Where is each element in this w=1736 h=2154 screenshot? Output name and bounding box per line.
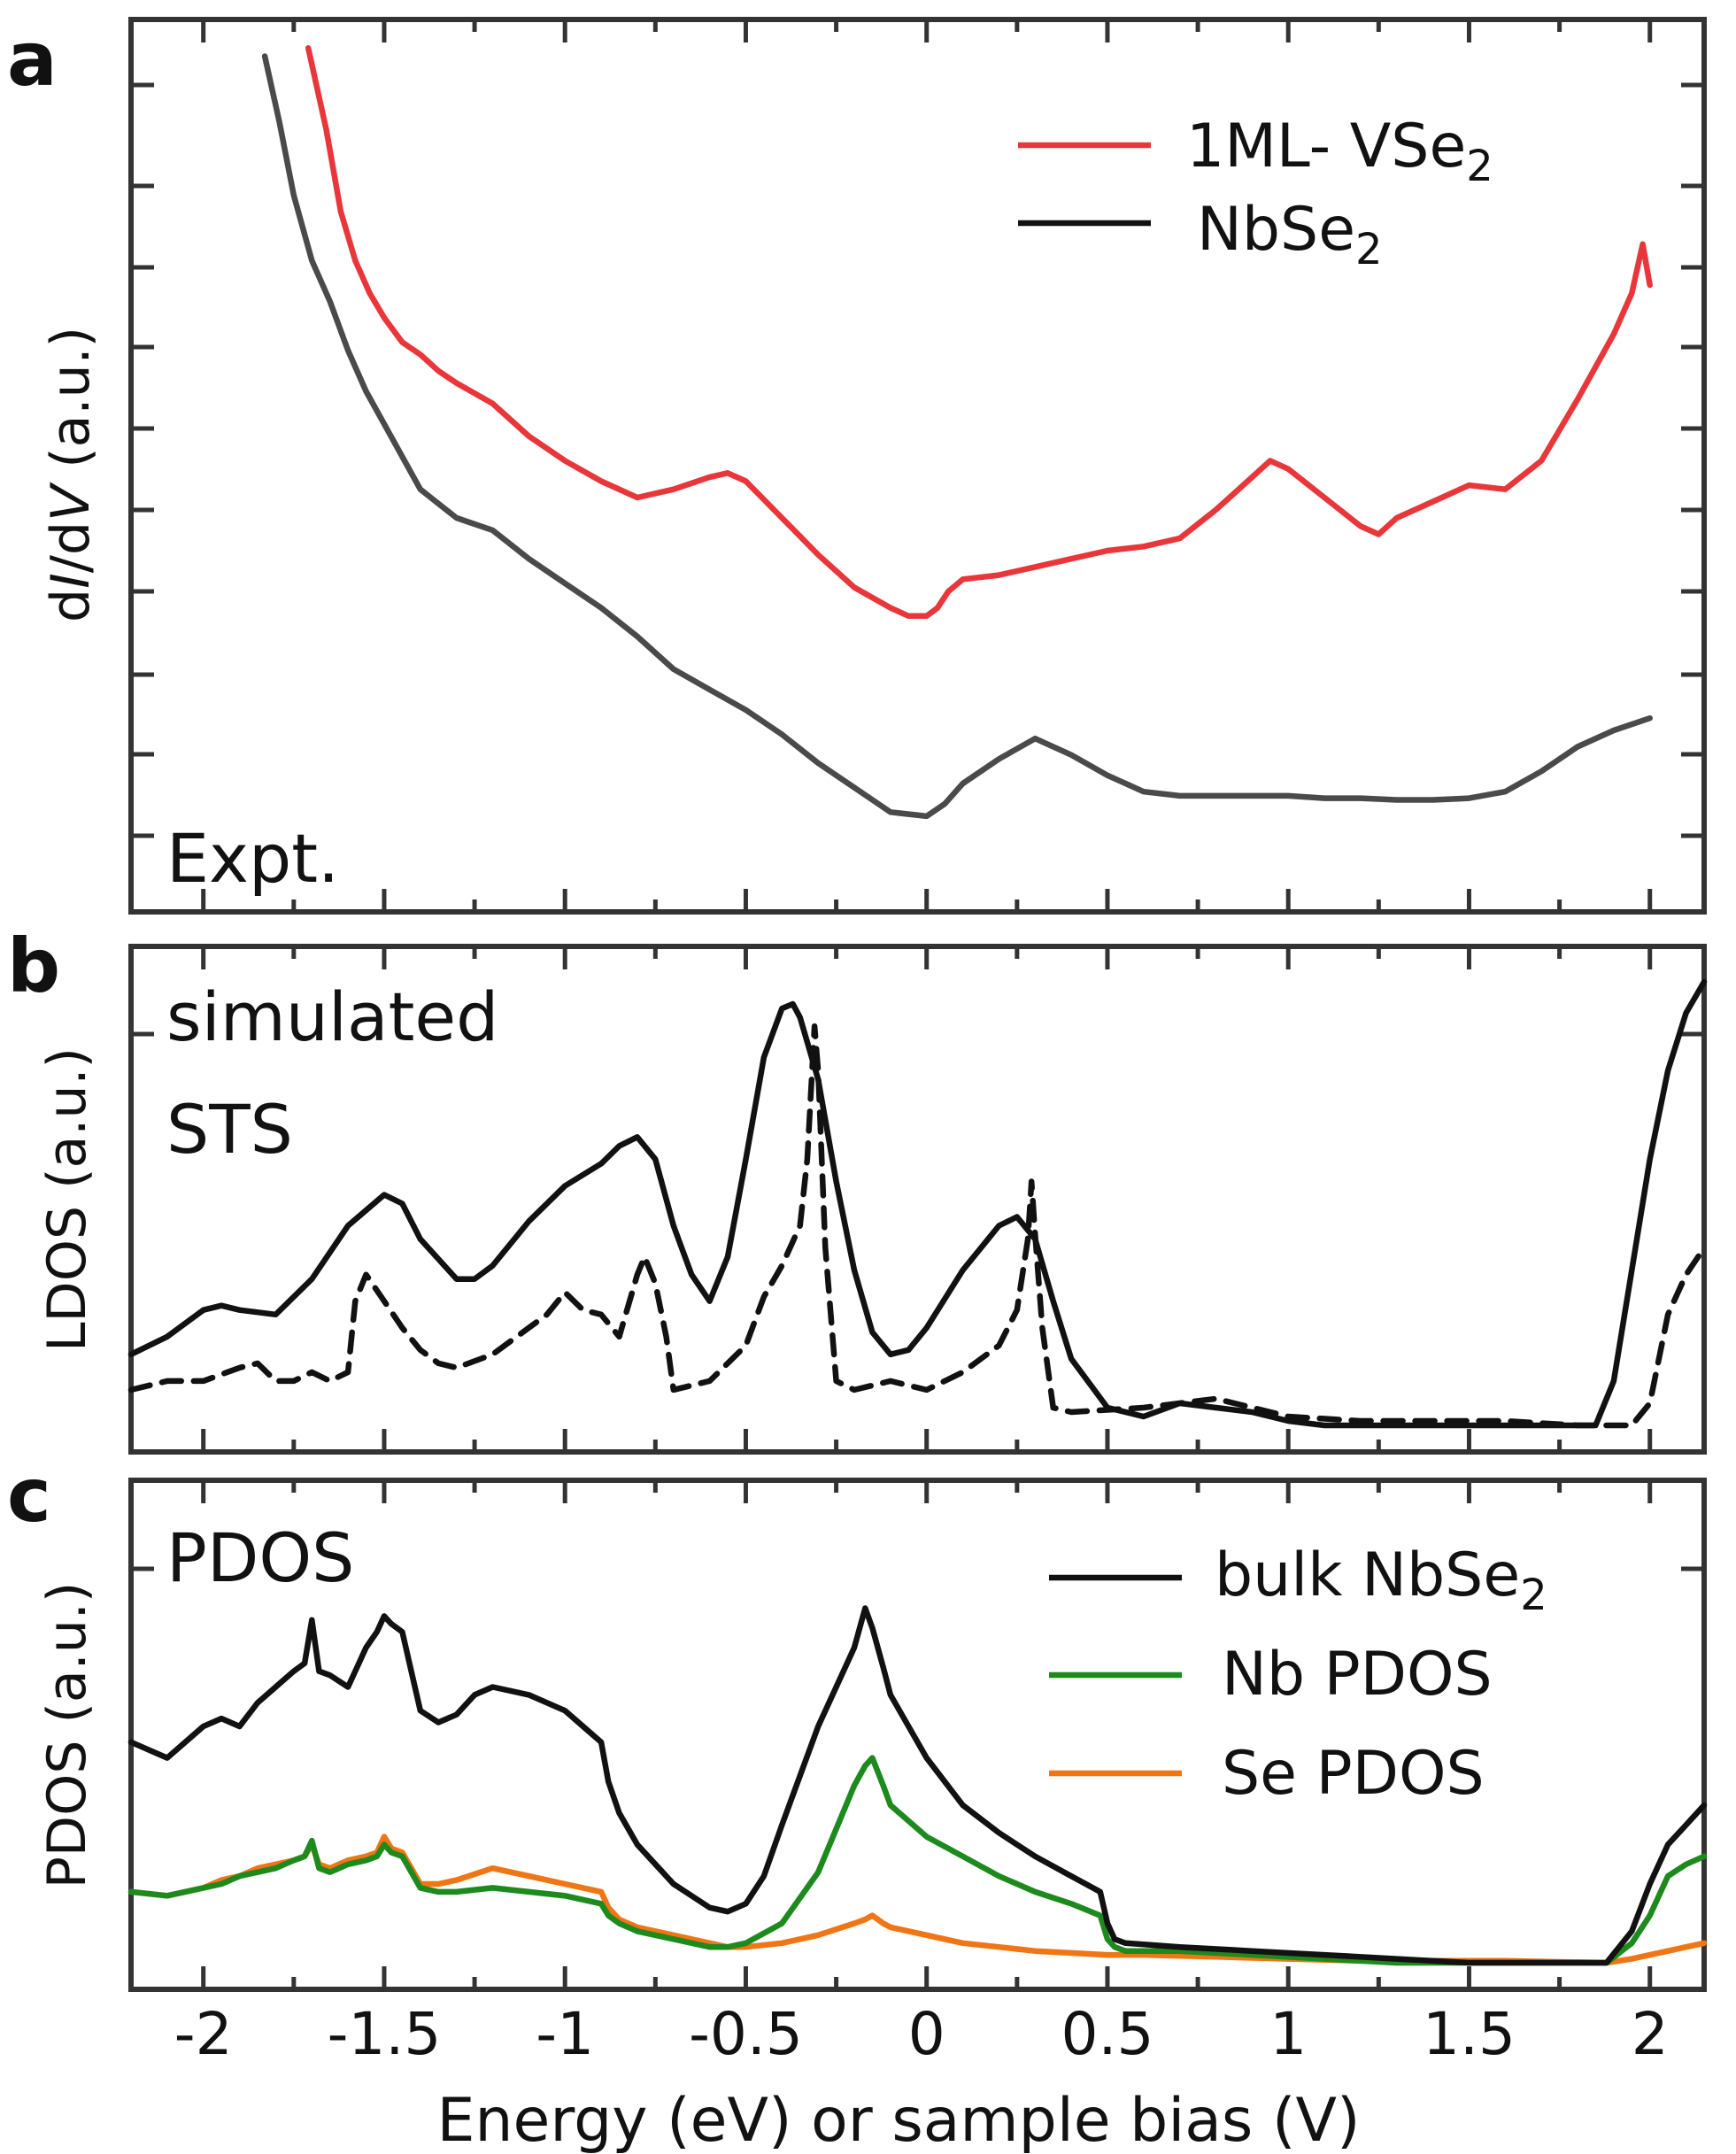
panel-a-frame (128, 17, 1707, 915)
x-tick-labels: -2 -1.5 -1 -0.5 0 0.5 1 1.5 2 (174, 2000, 1669, 2068)
x-tick-label: 0 (908, 2000, 945, 2068)
panel-b-plot-area (127, 978, 1708, 1429)
x-tick-label: -1.5 (328, 2000, 442, 2068)
x-tick-label: 0.5 (1061, 2000, 1153, 2068)
panel-c-ticks (131, 1480, 1704, 1989)
legend-label-vse2-sub: 2 (1466, 142, 1493, 191)
legend-label-nbse2: NbSe2 (1197, 195, 1383, 274)
x-tick-label: -2 (174, 2000, 233, 2068)
series-line-a-1 (261, 53, 1653, 820)
legend-label-vse2: 1ML- VSe2 (1186, 112, 1493, 191)
panel-c-legend: bulk NbSe2 Nb PDOS Se PDOS (1049, 1540, 1547, 1809)
panel-a-ticks (131, 19, 1704, 912)
ylabel-V: V (40, 482, 102, 521)
legend-label-nbse2-sub: 2 (1355, 225, 1383, 274)
x-tick-label: -0.5 (689, 2000, 803, 2068)
panel-b-y-axis-label: LDOS (a.u.) (36, 1047, 98, 1352)
panel-c-frame (128, 1478, 1707, 1992)
panel-a-letter: a (7, 16, 58, 103)
x-tick-label: -1 (536, 2000, 594, 2068)
panel-b-annotation-line2: STS (166, 1090, 293, 1169)
ylabel-d: d (40, 589, 102, 622)
panel-b-ticks (131, 946, 1704, 1452)
ylabel-units: (a.u.) (40, 327, 102, 485)
legend-label-bulk-nbse2-sub: 2 (1520, 1571, 1547, 1620)
series-line-c-0 (127, 1605, 1708, 1966)
panel-a-plot-area (261, 45, 1653, 820)
panel-c-y-axis-label: PDOS (a.u.) (36, 1582, 98, 1889)
series-line-a-0 (305, 45, 1653, 620)
panel-c-plot-area (127, 1605, 1708, 1966)
series-line-b-0 (127, 978, 1708, 1429)
legend-label-vse2-main: 1ML- VSe (1186, 112, 1466, 181)
x-tick-label: 1 (1269, 2000, 1307, 2068)
panel-b-letter: b (7, 923, 60, 1009)
series-line-c-2 (127, 1834, 1708, 1966)
x-tick-label: 2 (1632, 2000, 1669, 2068)
panel-a-annotation: Expt. (166, 819, 339, 898)
ylabel-slash-d: /d (40, 521, 102, 573)
legend-label-bulk-nbse2-main: bulk NbSe (1215, 1540, 1520, 1610)
panel-a-y-axis-label: dI/dV (a.u.) (40, 327, 102, 622)
panel-a-legend: 1ML- VSe2 NbSe2 (1018, 112, 1493, 274)
panel-c-annotation: PDOS (166, 1518, 354, 1597)
ylabel-I: I (40, 573, 102, 589)
panel-b-frame (128, 944, 1707, 1455)
series-line-b-1 (127, 1023, 1708, 1429)
x-axis-label: Energy (eV) or sample bias (V) (436, 2086, 1360, 2154)
legend-label-nbse2-main: NbSe (1197, 195, 1355, 265)
legend-label-se-pdos: Se PDOS (1222, 1739, 1485, 1809)
panel-c-letter: c (7, 1452, 51, 1539)
series-line-c-1 (127, 1755, 1708, 1966)
legend-label-nb-pdos: Nb PDOS (1222, 1640, 1493, 1710)
x-tick-label: 1.5 (1423, 2000, 1516, 2068)
legend-label-bulk-nbse2: bulk NbSe2 (1215, 1540, 1547, 1620)
panel-b-annotation-line1: simulated (166, 977, 498, 1056)
